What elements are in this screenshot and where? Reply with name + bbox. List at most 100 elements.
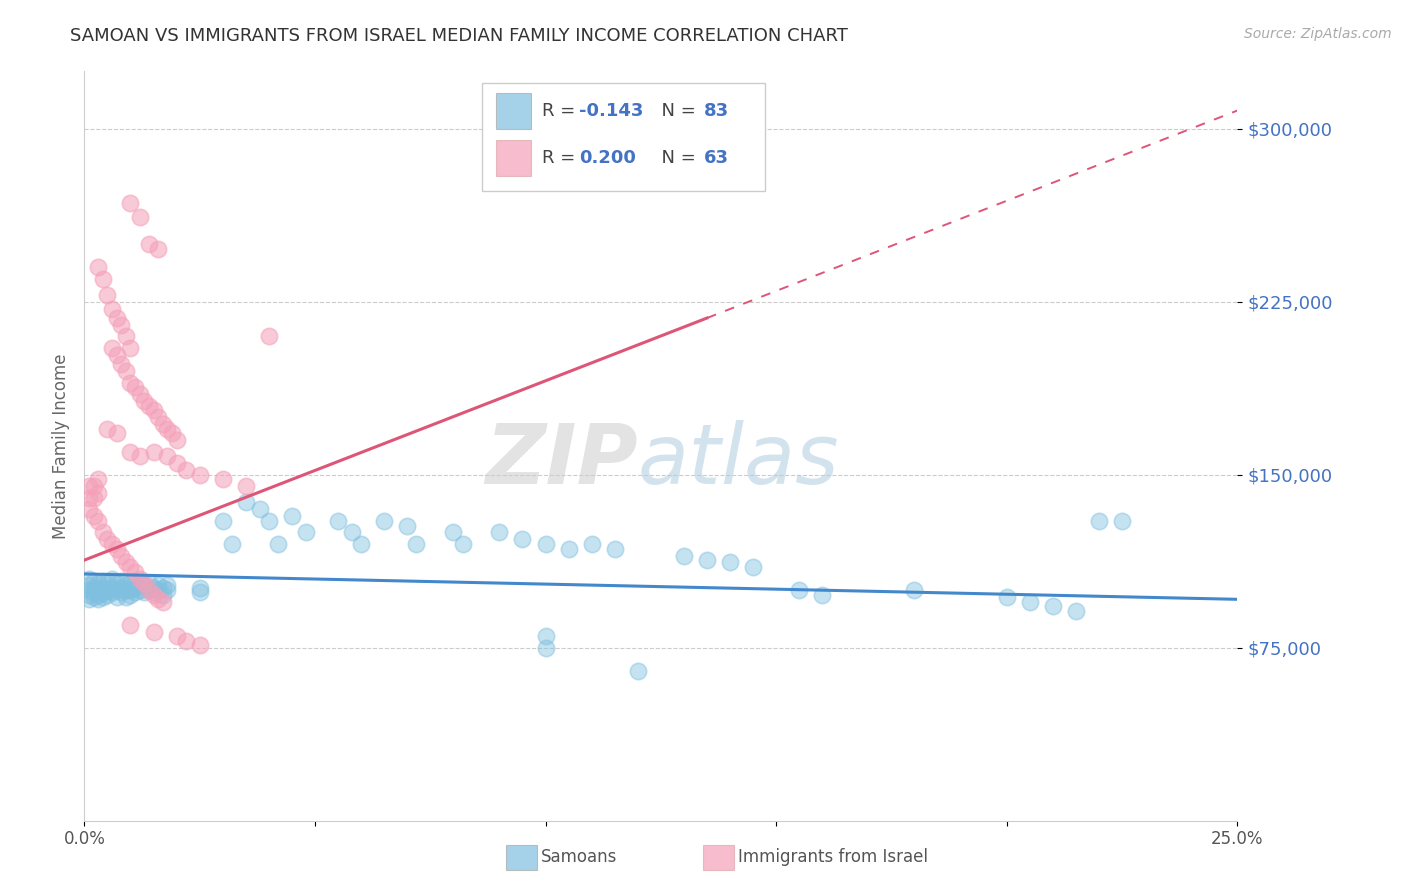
Point [1111, 514, 1133, 528]
Text: N =: N = [651, 149, 702, 167]
Point [110, 318, 132, 332]
Point [134, 576, 156, 591]
Text: 0.200: 0.200 [579, 149, 636, 167]
Point [115, 556, 138, 570]
Point [115, 590, 138, 604]
Point [166, 629, 188, 643]
Point [124, 585, 146, 599]
Point [77, 588, 100, 602]
Point [77, 491, 100, 505]
Point [91, 590, 114, 604]
Point [83, 509, 105, 524]
Point [534, 629, 557, 643]
Point [718, 556, 741, 570]
Point [160, 426, 183, 441]
Point [87, 514, 110, 528]
Text: -0.143: -0.143 [579, 102, 644, 120]
Point [124, 565, 146, 579]
Point [166, 456, 188, 470]
Point [1064, 604, 1087, 618]
Point [211, 472, 233, 486]
Bar [496, 139, 530, 176]
Point [110, 549, 132, 563]
Point [83, 590, 105, 604]
Text: SAMOAN VS IMMIGRANTS FROM ISRAEL MEDIAN FAMILY INCOME CORRELATION CHART: SAMOAN VS IMMIGRANTS FROM ISRAEL MEDIAN … [70, 27, 848, 45]
Point [696, 553, 718, 567]
Point [110, 357, 132, 371]
Point [120, 341, 142, 355]
Text: 63: 63 [703, 149, 728, 167]
Point [152, 588, 174, 602]
Text: atlas: atlas [638, 420, 839, 501]
Point [83, 574, 105, 588]
Text: N =: N = [651, 102, 702, 120]
Point [146, 583, 169, 598]
Point [156, 422, 179, 436]
Point [101, 537, 124, 551]
Point [128, 387, 150, 401]
Point [142, 624, 165, 639]
Point [627, 664, 650, 678]
Point [512, 533, 534, 547]
Point [115, 364, 138, 378]
Point [211, 514, 233, 528]
Point [77, 578, 100, 592]
Point [249, 502, 271, 516]
Point [811, 588, 834, 602]
Point [96, 533, 118, 547]
Point [603, 541, 626, 556]
Point [105, 576, 128, 591]
Point [120, 444, 142, 458]
Point [128, 576, 150, 591]
Point [83, 581, 105, 595]
Point [138, 583, 160, 598]
Point [903, 583, 925, 598]
Point [128, 210, 150, 224]
Point [101, 341, 124, 355]
Point [83, 491, 105, 505]
Text: 83: 83 [703, 102, 728, 120]
Point [96, 422, 118, 436]
Point [1088, 514, 1111, 528]
Point [87, 486, 110, 500]
Point [83, 585, 105, 599]
Point [267, 537, 290, 551]
Point [87, 588, 110, 602]
Point [110, 574, 132, 588]
Point [146, 242, 169, 256]
Point [142, 585, 165, 599]
Point [91, 272, 114, 286]
Point [156, 578, 179, 592]
Point [174, 633, 197, 648]
Point [581, 537, 603, 551]
Point [115, 583, 138, 598]
Point [87, 583, 110, 598]
Point [101, 301, 124, 316]
Text: R =: R = [543, 149, 581, 167]
Point [87, 260, 110, 275]
Point [115, 578, 138, 592]
Text: Immigrants from Israel: Immigrants from Israel [738, 848, 928, 866]
Point [120, 376, 142, 390]
Point [235, 479, 257, 493]
Point [77, 502, 100, 516]
Point [91, 585, 114, 599]
Text: ZIP: ZIP [485, 420, 638, 501]
Point [156, 583, 179, 598]
Point [742, 560, 765, 574]
Point [77, 583, 100, 598]
Point [77, 572, 100, 586]
Point [120, 576, 142, 591]
Point [441, 525, 464, 540]
Point [110, 585, 132, 599]
Point [156, 450, 179, 464]
Point [96, 288, 118, 302]
Bar [496, 93, 530, 129]
Point [91, 581, 114, 595]
Point [146, 410, 169, 425]
Point [235, 495, 257, 509]
Point [142, 403, 165, 417]
Text: R =: R = [543, 102, 581, 120]
FancyBboxPatch shape [482, 83, 765, 191]
Point [995, 590, 1018, 604]
